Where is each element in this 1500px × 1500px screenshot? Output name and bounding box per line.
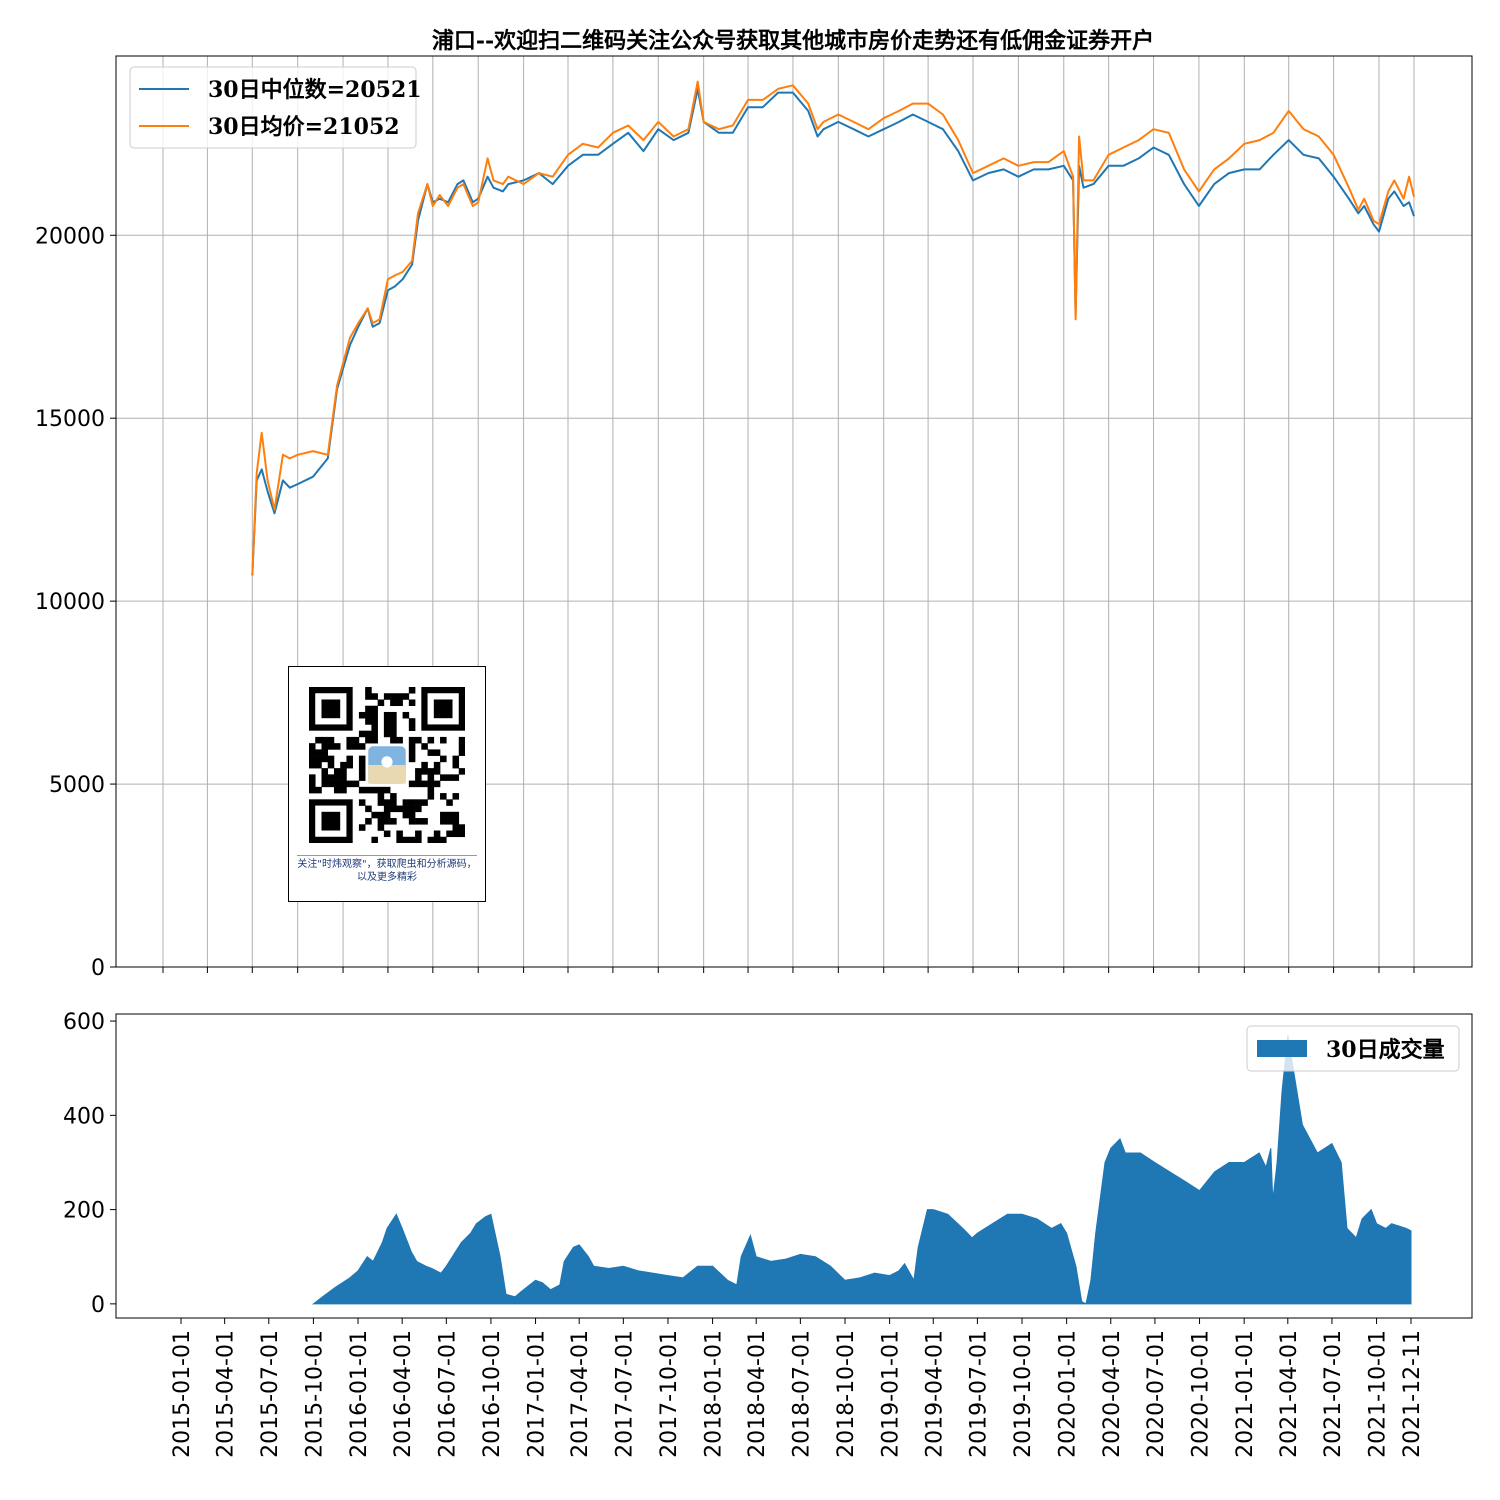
volume-x-tick-label: 2020-01-01 xyxy=(1056,1330,1081,1458)
volume-x-tick-label: 2016-07-01 xyxy=(435,1330,460,1458)
volume-x-tick-label: 2016-01-01 xyxy=(347,1330,372,1458)
price-x-axis xyxy=(162,967,1415,973)
volume-y-tick-label: 600 xyxy=(63,1010,105,1035)
median-price-line xyxy=(251,87,1415,576)
volume-x-tick-label: 2019-01-01 xyxy=(879,1330,904,1458)
price-y-tick-label: 15000 xyxy=(35,407,105,432)
volume-x-tick-label: 2017-07-01 xyxy=(612,1330,637,1458)
volume-x-tick-label: 2016-04-01 xyxy=(391,1330,416,1458)
volume-area xyxy=(311,1035,1412,1305)
price-series xyxy=(251,80,1415,576)
mean-price-line xyxy=(251,80,1415,576)
volume-x-tick-label: 2019-10-01 xyxy=(1011,1330,1036,1458)
volume-x-tick-label: 2020-04-01 xyxy=(1100,1330,1125,1458)
price-grid xyxy=(116,56,1472,968)
chart-title: 浦口--欢迎扫二维码关注公众号获取其他城市房价走势还有低佣金证券开户 xyxy=(432,28,1154,54)
volume-x-tick-label: 2020-10-01 xyxy=(1189,1330,1214,1458)
volume-x-tick-label: 2019-07-01 xyxy=(966,1330,991,1458)
price-y-tick-label: 20000 xyxy=(35,224,105,249)
volume-x-tick-label: 2016-10-01 xyxy=(480,1330,505,1458)
qr-code-icon xyxy=(309,687,465,843)
volume-x-tick-label: 2020-07-01 xyxy=(1144,1330,1169,1458)
volume-legend-label: 30日成交量 xyxy=(1326,1037,1445,1063)
volume-x-tick-label: 2019-04-01 xyxy=(922,1330,947,1458)
volume-x-tick-label: 2015-01-01 xyxy=(170,1330,195,1458)
volume-x-tick-label: 2018-07-01 xyxy=(789,1330,814,1458)
volume-x-tick-label: 2015-07-01 xyxy=(258,1330,283,1458)
price-legend-label: 30日均价=21052 xyxy=(208,114,400,140)
volume-x-tick-label: 2021-07-01 xyxy=(1321,1330,1346,1458)
qr-caption: 关注"时炜观察"，获取爬虫和分析源码，以及更多精彩 xyxy=(297,855,477,884)
volume-y-tick-label: 0 xyxy=(91,1293,105,1318)
price-plot-frame xyxy=(115,55,1473,968)
volume-x-tick-label: 2015-04-01 xyxy=(214,1330,239,1458)
volume-x-tick-label: 2021-01-01 xyxy=(1233,1330,1258,1458)
price-y-tick-label: 5000 xyxy=(49,773,105,798)
price-y-tick-label: 0 xyxy=(91,956,105,981)
volume-series xyxy=(311,1035,1412,1305)
price-legend-box xyxy=(129,66,417,149)
volume-x-tick-label: 2017-01-01 xyxy=(525,1330,550,1458)
volume-legend-box xyxy=(1246,1025,1460,1072)
volume-x-tick-label: 2017-10-01 xyxy=(657,1330,682,1458)
volume-y-tick-label: 400 xyxy=(63,1104,105,1129)
volume-y-axis: 0 200 400 600 xyxy=(63,1010,116,1318)
volume-x-tick-label: 2021-10-01 xyxy=(1366,1330,1391,1458)
price-legend-label: 30日中位数=20521 xyxy=(208,77,422,103)
qr-code-panel: 关注"时炜观察"，获取爬虫和分析源码，以及更多精彩 xyxy=(288,666,486,902)
volume-x-axis: 2015-01-01 2015-04-01 2015-07-01 2015-10-01… xyxy=(170,1318,1425,1458)
price-line-chart: 0 5000 10000 15000 20000 30日中位数=20521 30日均价=2… xyxy=(35,55,1473,981)
price-legend: 30日中位数=20521 30日均价=21052 xyxy=(129,66,422,149)
price-y-tick-label: 10000 xyxy=(35,590,105,615)
volume-x-tick-label: 2017-04-01 xyxy=(568,1330,593,1458)
volume-legend-swatch xyxy=(1257,1040,1307,1057)
volume-x-tick-label: 2021-04-01 xyxy=(1277,1330,1302,1458)
volume-legend: 30日成交量 xyxy=(1246,1025,1460,1072)
volume-y-tick-label: 200 xyxy=(63,1199,105,1224)
volume-plot-frame xyxy=(115,1013,1473,1319)
price-y-axis: 0 5000 10000 15000 20000 xyxy=(35,224,116,981)
volume-area-chart: 0 200 400 600 2015-01-01 2015-04-01 2015-07-0… xyxy=(63,1010,1473,1458)
volume-x-tick-label: 2018-04-01 xyxy=(745,1330,770,1458)
volume-x-tick-label: 2018-10-01 xyxy=(834,1330,859,1458)
volume-x-tick-label: 2018-01-01 xyxy=(702,1330,727,1458)
volume-x-tick-label: 2021-12-11 xyxy=(1400,1330,1425,1458)
volume-x-tick-label: 2015-10-01 xyxy=(302,1330,327,1458)
